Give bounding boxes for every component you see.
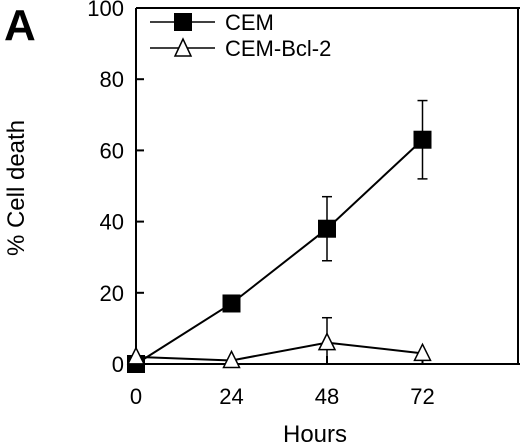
x-tick-label: 0 xyxy=(130,384,142,409)
ticks: 0 20 40 60 80 100 0 24 48 72 xyxy=(87,0,519,409)
data-point-cem-bcl-2 xyxy=(317,331,337,351)
series-line-cem-bcl-2 xyxy=(135,341,423,362)
legend: CEM CEM-Bcl-2 xyxy=(150,10,331,61)
legend-label-cem: CEM xyxy=(225,10,274,35)
series-layer xyxy=(126,99,432,373)
y-tick-label: 100 xyxy=(87,0,124,21)
data-point-cem-bcl-2 xyxy=(222,349,241,369)
data-point-cem-bcl-2 xyxy=(413,342,432,362)
y-tick-label: 0 xyxy=(112,352,124,377)
axes xyxy=(135,7,520,365)
x-tick-label: 48 xyxy=(315,384,339,409)
y-tick-label: 40 xyxy=(100,210,124,235)
legend-marker-cem xyxy=(174,13,192,31)
y-tick-label: 80 xyxy=(100,67,124,92)
x-axis-title: Hours xyxy=(283,421,347,447)
x-tick-label: 72 xyxy=(410,384,434,409)
panel-label: A xyxy=(4,1,36,50)
data-point-cem xyxy=(413,130,432,149)
y-tick-label: 20 xyxy=(100,281,124,306)
y-tick-label: 60 xyxy=(100,138,124,163)
data-point-cem xyxy=(318,219,336,238)
data-point-cem-bcl-2 xyxy=(126,346,146,365)
legend-marker-cem-bcl2 xyxy=(173,37,193,57)
y-axis-title: % Cell death xyxy=(3,120,30,256)
x-tick-label: 24 xyxy=(219,384,243,409)
data-point-cem xyxy=(222,294,241,313)
series-line-cem xyxy=(135,138,424,365)
legend-label-cem-bcl2: CEM-Bcl-2 xyxy=(225,36,331,61)
